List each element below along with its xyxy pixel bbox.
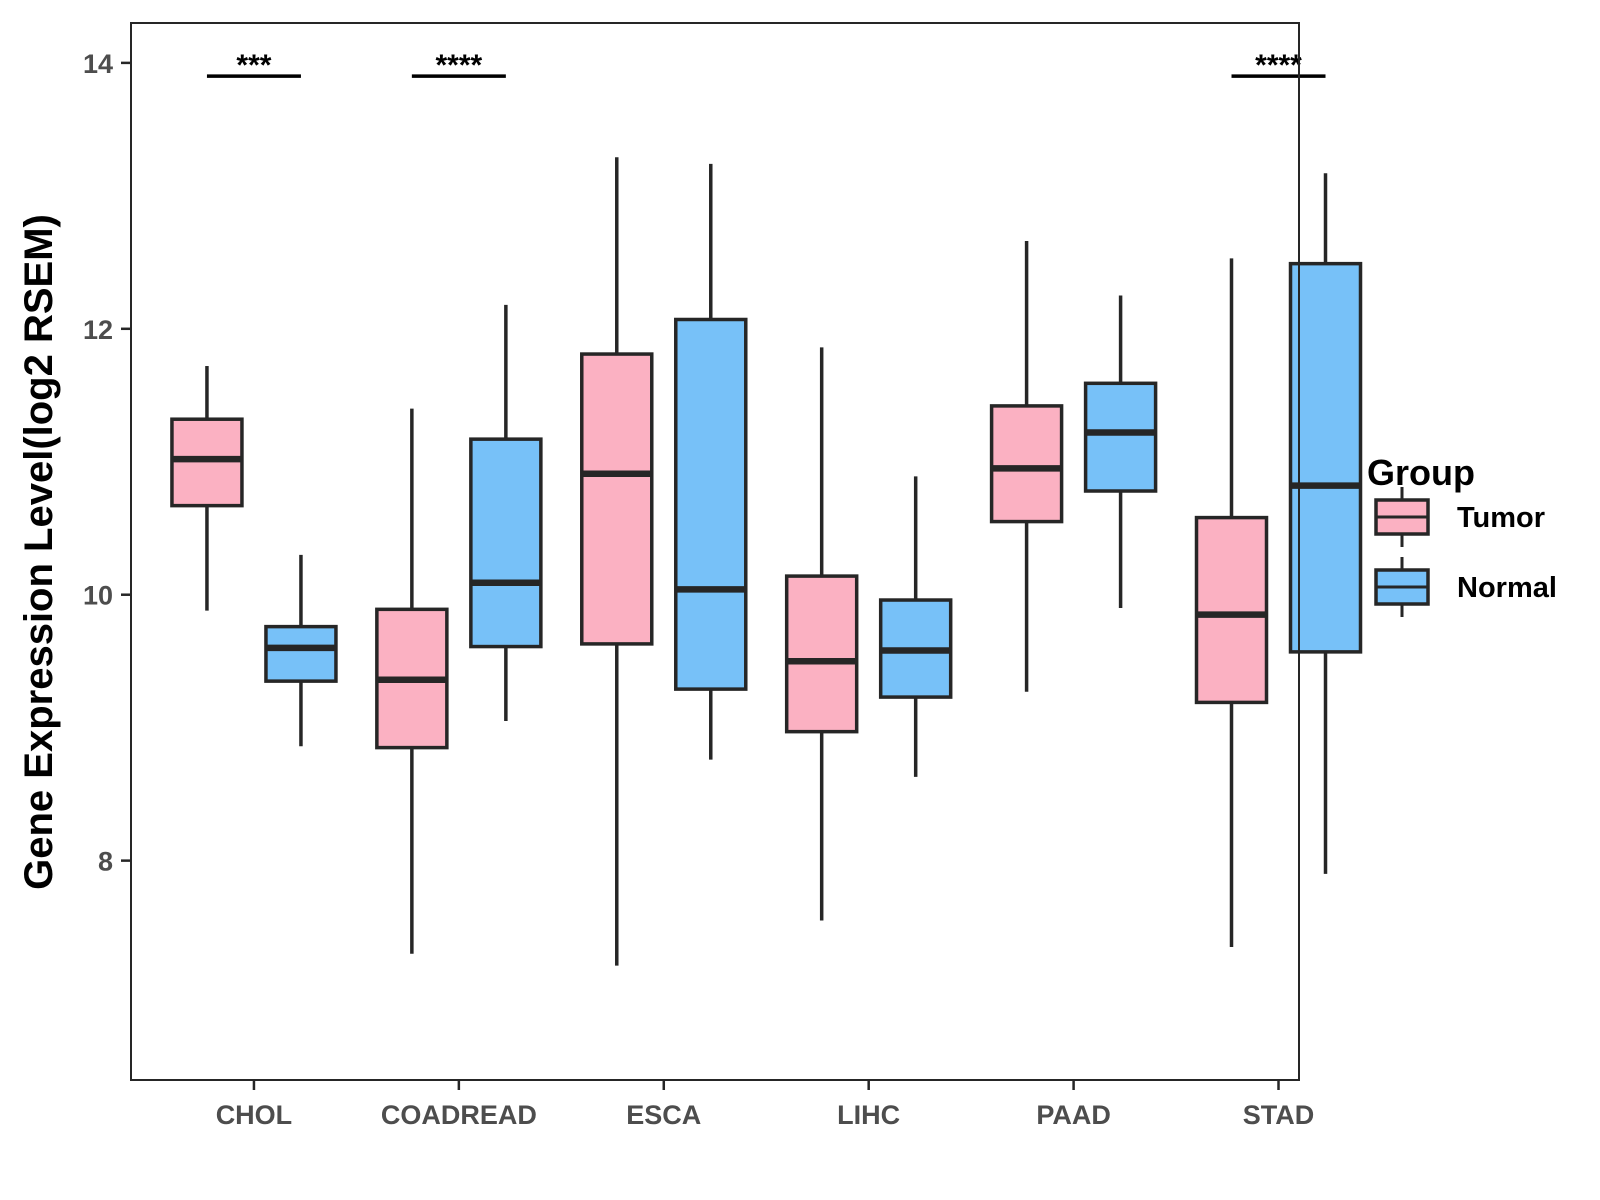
y-tick-label: 14 (83, 49, 113, 79)
box-normal-paad (1083, 295, 1158, 609)
box-iqr (989, 404, 1064, 524)
y-tick-label: 10 (83, 581, 113, 611)
box-iqr (674, 317, 748, 691)
legend: Group Tumor Normal (1367, 452, 1557, 617)
x-tick-label: CHOL (216, 1100, 293, 1130)
box-iqr (469, 437, 543, 649)
x-tick-label: LIHC (837, 1100, 900, 1130)
x-axis: CHOL COADREAD ESCA LIHC PAAD STAD (216, 1080, 1315, 1130)
box-tumor-stad (1194, 258, 1269, 948)
box-normal-stad (1288, 173, 1363, 874)
box-iqr (784, 574, 859, 734)
box-normal-lihc (878, 476, 953, 777)
legend-label-tumor: Tumor (1457, 502, 1545, 534)
y-axis: 8 10 12 14 (83, 49, 131, 877)
box-iqr (1194, 515, 1269, 705)
x-tick-label: STAD (1243, 1100, 1315, 1130)
box-tumor-paad (989, 241, 1064, 692)
x-tick-label: COADREAD (381, 1100, 537, 1130)
plot-panel-border (130, 22, 1300, 1081)
legend-title: Group (1367, 452, 1475, 493)
box-iqr (580, 352, 654, 646)
x-tick-label: ESCA (626, 1100, 701, 1130)
legend-key-normal: Normal (1374, 557, 1557, 617)
significance-label: *** (236, 49, 271, 82)
significance-label: **** (436, 49, 483, 82)
box-normal-chol (264, 554, 338, 747)
box-tumor-esca (580, 157, 654, 966)
significance-label: **** (1255, 49, 1302, 82)
legend-keys: Tumor Normal (1374, 487, 1557, 617)
box-iqr (170, 417, 244, 508)
y-axis-label: Gene Expression Level(log2 RSEM) (17, 214, 61, 890)
box-tumor-chol (170, 366, 244, 611)
box-iqr (1288, 261, 1363, 654)
box-tumor-lihc (784, 347, 859, 921)
legend-label-normal: Normal (1457, 572, 1557, 604)
box-iqr (1083, 381, 1158, 493)
legend-key-tumor: Tumor (1374, 487, 1545, 547)
box-layer (170, 157, 1363, 966)
x-tick-label: PAAD (1036, 1100, 1111, 1130)
y-tick-label: 12 (83, 315, 113, 345)
box-tumor-coadread (375, 408, 449, 954)
box-iqr (264, 624, 338, 683)
box-normal-coadread (469, 304, 543, 722)
box-normal-esca (674, 163, 748, 760)
y-tick-label: 8 (98, 847, 113, 877)
significance-layer: *** **** **** (206, 49, 1326, 82)
